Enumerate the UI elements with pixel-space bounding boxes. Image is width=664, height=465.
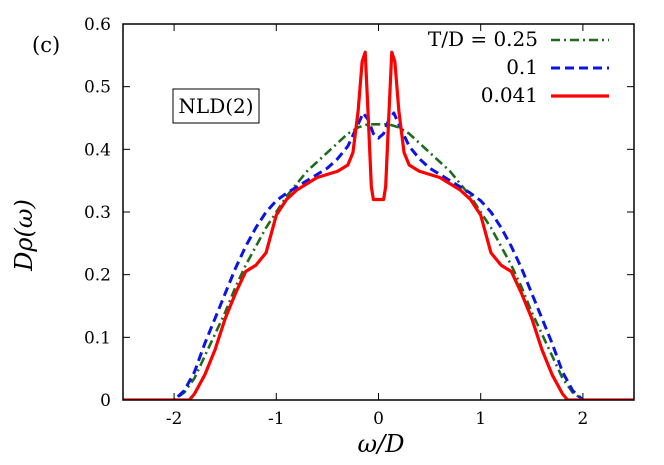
series-line-0 xyxy=(123,122,634,400)
x-tick-label: -1 xyxy=(268,409,285,429)
plot-frame xyxy=(122,23,635,401)
x-axis-label: ω/D xyxy=(358,430,405,458)
x-tick-label: 2 xyxy=(577,409,588,429)
y-tick-label: 0.6 xyxy=(84,15,111,35)
legend-label-2: 0.041 xyxy=(481,83,538,107)
annotation-text: NLD(2) xyxy=(178,94,253,118)
y-tick-label: 0.1 xyxy=(84,328,111,348)
ticks-layer: -2 -1 0 1 2 0 0.1 0.2 0.3 0.4 0.5 0.6 xyxy=(84,15,634,429)
series-line-2 xyxy=(123,50,634,400)
panel-label: (c) xyxy=(32,33,60,57)
x-tick-label: 0 xyxy=(373,409,384,429)
y-axis-label: Dρ(ω) xyxy=(10,199,38,272)
series-line-1 xyxy=(123,111,634,400)
y-tick-label: 0.5 xyxy=(84,78,111,98)
x-tick-label: -2 xyxy=(166,409,183,429)
legend: T/D = 0.25 0.1 0.041 xyxy=(428,27,609,107)
y-tick-label: 0 xyxy=(100,391,111,411)
legend-label-0: T/D = 0.25 xyxy=(428,27,538,51)
series-layer xyxy=(123,50,634,400)
annotation-box xyxy=(172,88,260,124)
legend-label-1: 0.1 xyxy=(506,55,538,79)
x-tick-label: 1 xyxy=(475,409,486,429)
y-tick-label: 0.2 xyxy=(84,266,111,286)
y-tick-label: 0.3 xyxy=(84,203,111,223)
y-tick-label: 0.4 xyxy=(84,140,111,160)
